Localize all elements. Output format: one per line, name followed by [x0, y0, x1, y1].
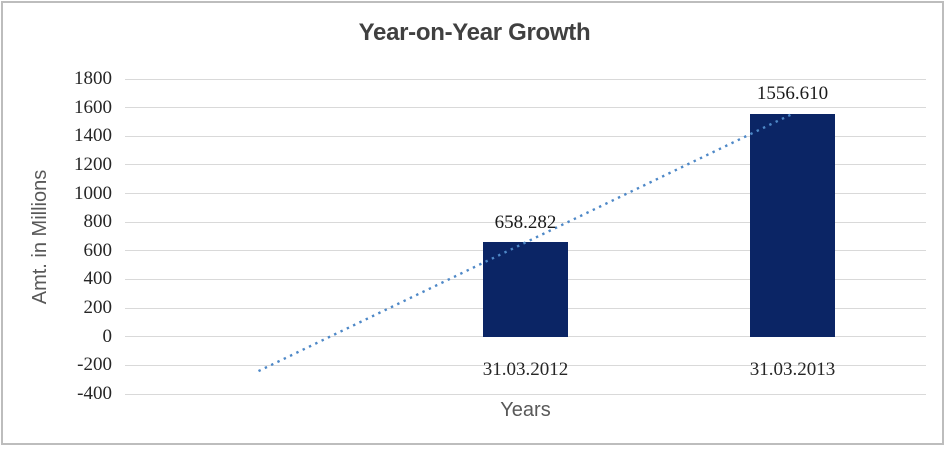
gridline-1800	[125, 78, 926, 80]
chart-title: Year-on-Year Growth	[358, 19, 591, 46]
y-tick-label-800: 800	[83, 211, 113, 233]
gridline-1600	[125, 107, 926, 109]
y-tick-label-1200: 1200	[74, 153, 112, 175]
bar-31.03.2012	[483, 242, 568, 337]
bar-value-label: 1556.610	[756, 83, 829, 105]
y-tick-label--200: -200	[77, 354, 112, 376]
y-tick-label-1600: 1600	[74, 96, 112, 118]
bar-31.03.2013	[750, 113, 835, 337]
bar-value-label: 658.282	[494, 211, 557, 233]
y-tick-label--400: -400	[77, 383, 112, 404]
x-axis-title: Years	[500, 399, 551, 421]
y-tick-label-1000: 1000	[74, 182, 112, 204]
x-category-label: 31.03.2013	[749, 358, 836, 380]
y-tick-label-600: 600	[83, 239, 113, 261]
y-tick-label-0: 0	[102, 325, 113, 347]
y-tick-label-1400: 1400	[74, 125, 112, 147]
y-tick-label-200: 200	[83, 297, 113, 319]
y-tick-label-1800: 1800	[74, 68, 112, 89]
x-category-label: 31.03.2012	[482, 358, 569, 380]
y-tick-label-400: 400	[83, 268, 113, 290]
gridline--400	[125, 393, 926, 395]
